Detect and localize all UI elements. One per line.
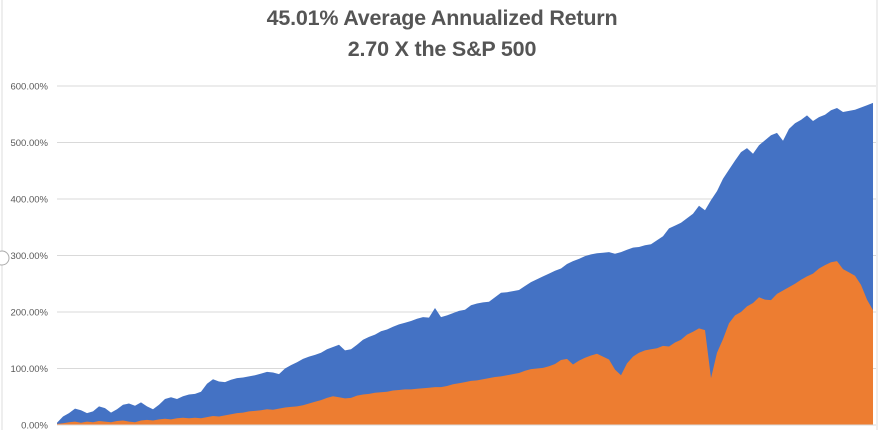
chart-title: 45.01% Average Annualized Return 2.70 X … bbox=[0, 3, 882, 65]
y-axis-tick-0: 0.00% bbox=[21, 421, 48, 430]
y-axis-tick-300: 300.00% bbox=[10, 251, 48, 262]
y-axis-tick-600: 600.00% bbox=[10, 82, 48, 93]
y-axis-tick-400: 400.00% bbox=[10, 195, 48, 206]
chart-resize-handle[interactable] bbox=[0, 250, 10, 266]
y-axis-tick-100: 100.00% bbox=[10, 364, 48, 375]
chart-title-line-1: 45.01% Average Annualized Return bbox=[266, 6, 618, 30]
chart-title-line-2: 2.70 X the S&P 500 bbox=[347, 37, 537, 61]
area-orange-series[interactable] bbox=[57, 261, 873, 425]
y-axis-tick-500: 500.00% bbox=[10, 138, 48, 149]
y-axis-tick-200: 200.00% bbox=[10, 308, 48, 319]
y-axis-tick-labels: 600.00% 500.00% 400.00% 300.00% 200.00% 100.0… bbox=[10, 82, 48, 430]
area-blue-series[interactable] bbox=[57, 102, 873, 426]
